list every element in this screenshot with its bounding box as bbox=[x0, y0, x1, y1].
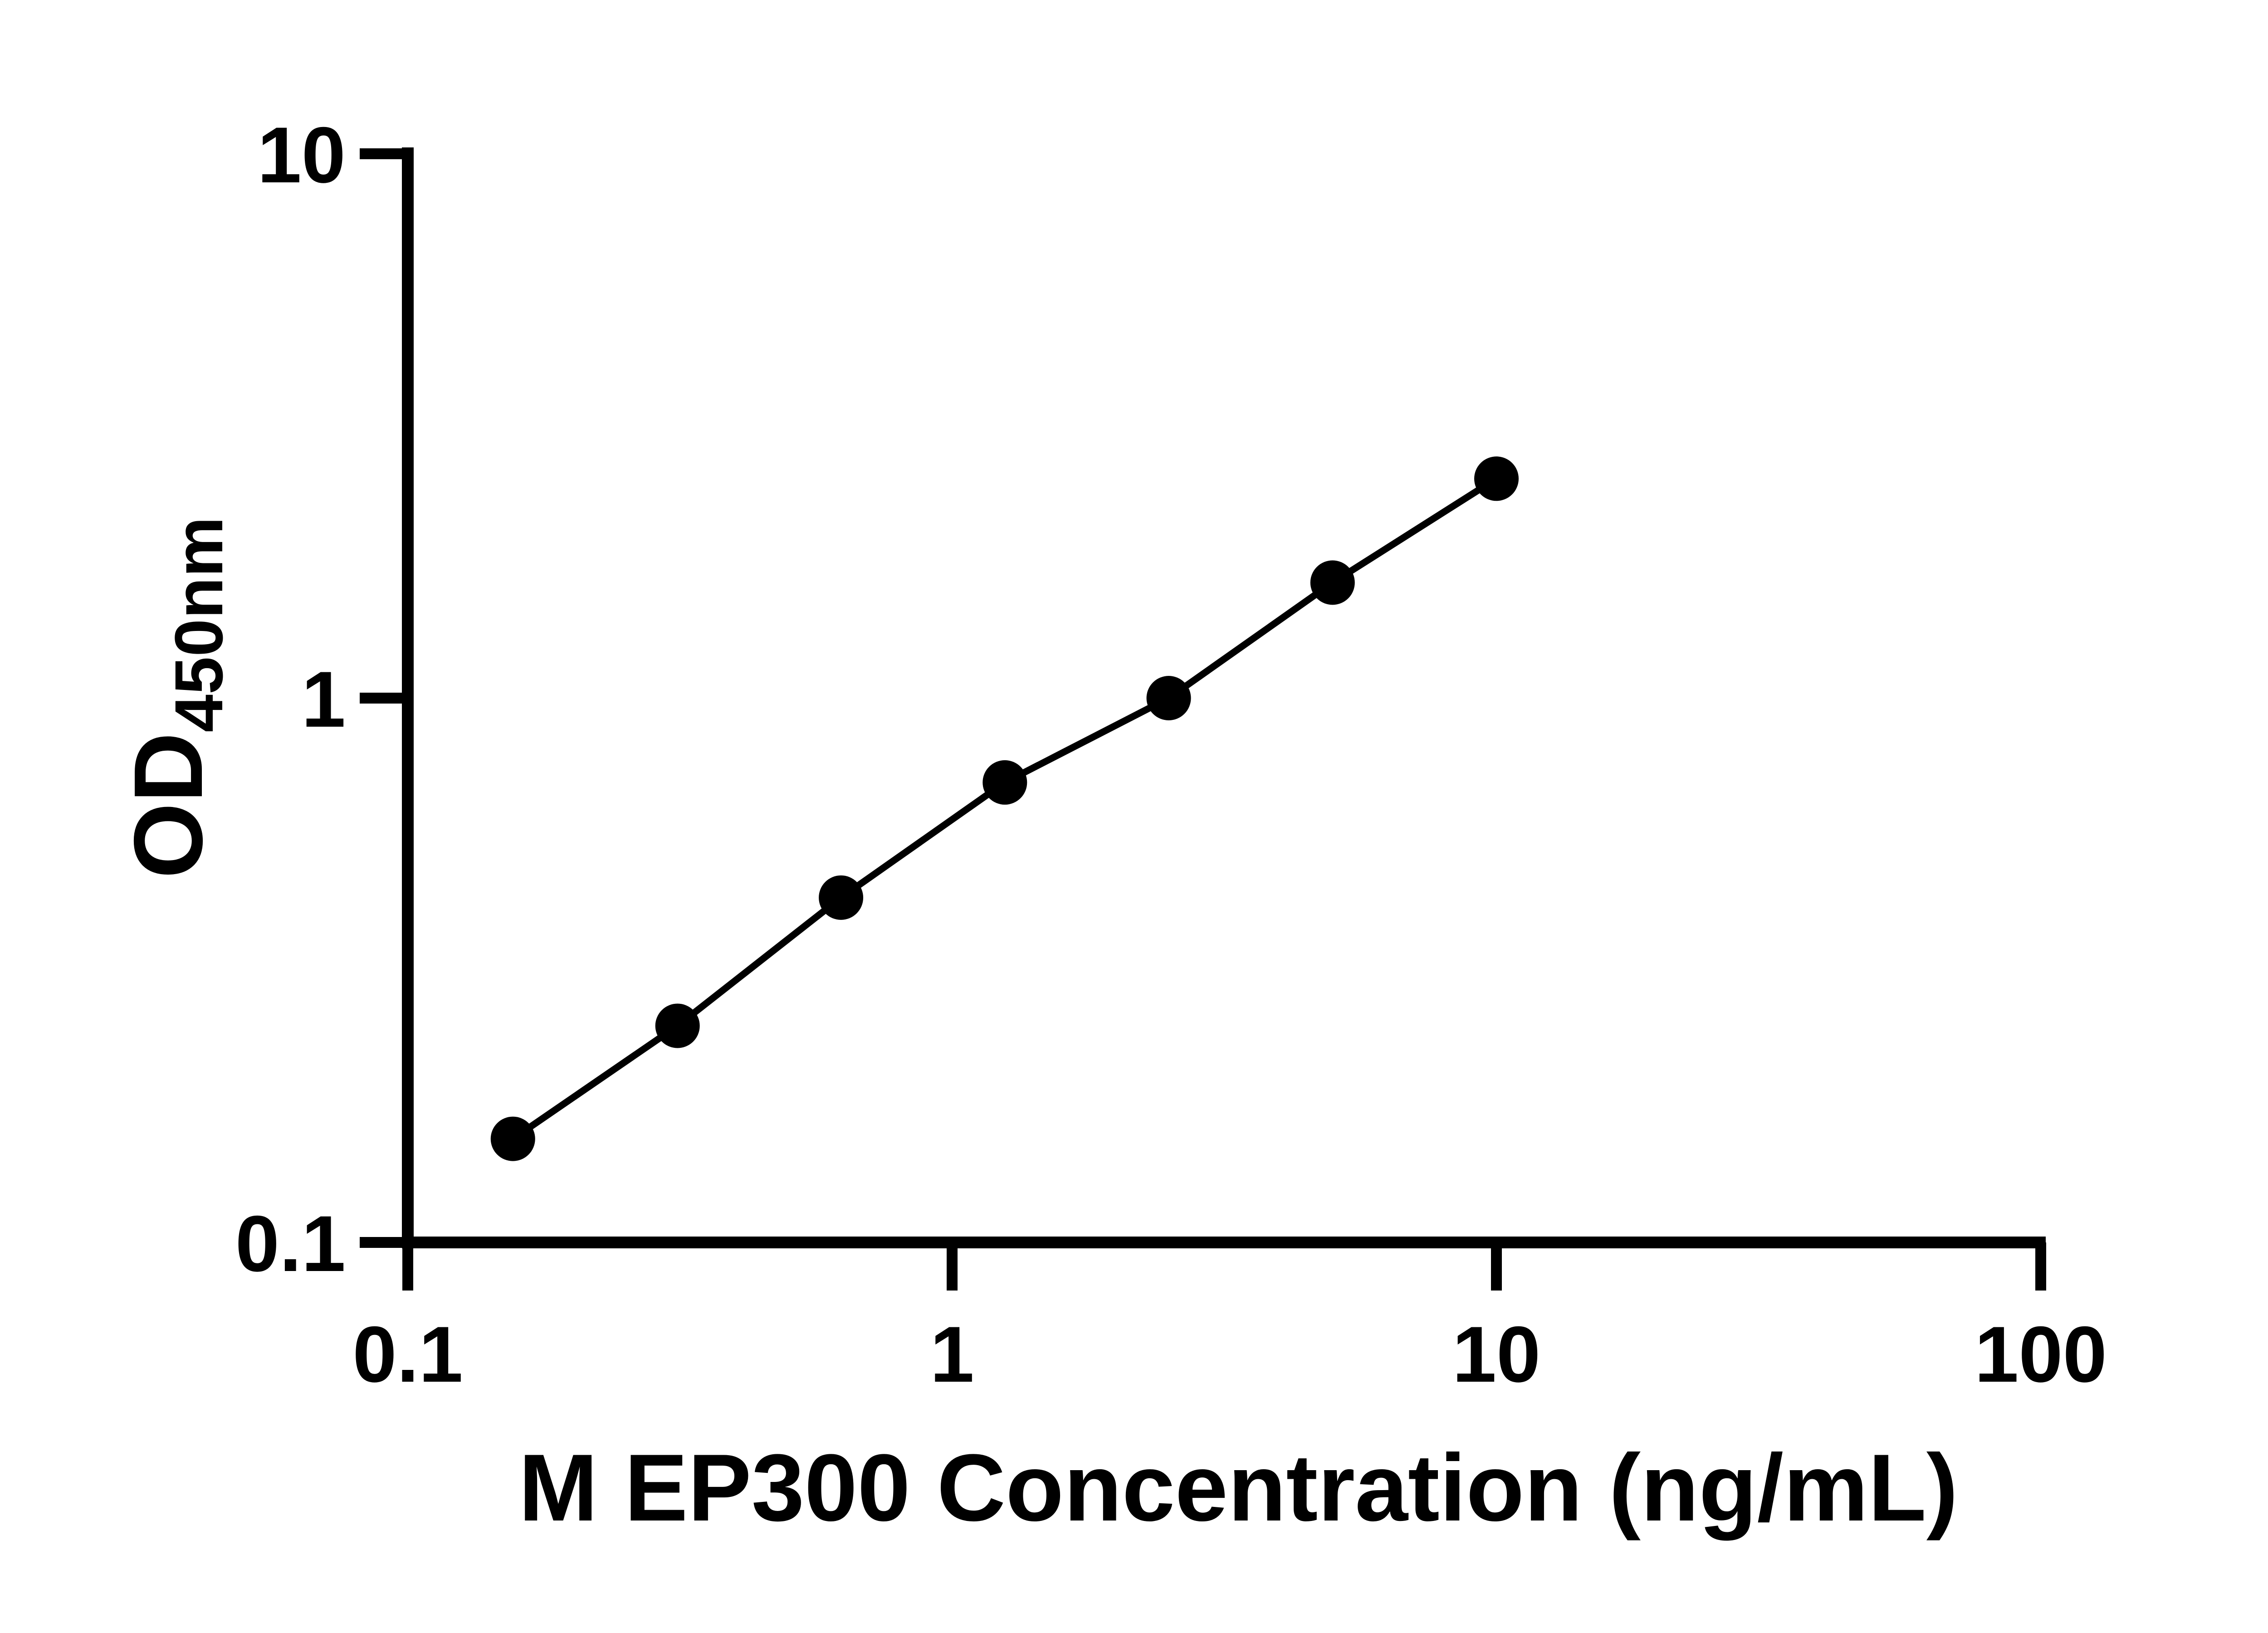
x-tick-label: 0.1 bbox=[352, 1310, 463, 1399]
x-tick-label: 100 bbox=[1975, 1310, 2107, 1399]
y-tick-label: 10 bbox=[257, 111, 346, 200]
data-point bbox=[1474, 456, 1519, 501]
data-point bbox=[819, 875, 864, 920]
x-axis-title: M EP300 Concentration (ng/mL) bbox=[518, 1434, 1958, 1541]
y-tick-label: 1 bbox=[302, 655, 346, 744]
x-tick-label: 10 bbox=[1452, 1310, 1541, 1399]
data-point bbox=[1146, 676, 1191, 720]
y-tick-label: 0.1 bbox=[235, 1200, 346, 1288]
data-point bbox=[490, 1116, 535, 1161]
data-point bbox=[655, 1003, 700, 1048]
data-point bbox=[982, 760, 1027, 805]
y-axis-title: OD450nm bbox=[113, 517, 237, 879]
y-axis-title-sub: 450nm bbox=[161, 517, 237, 732]
y-axis-title-main: OD bbox=[113, 732, 223, 879]
data-point bbox=[1310, 560, 1355, 605]
x-tick-label: 1 bbox=[930, 1310, 974, 1399]
plot-area: 0.1 1 10 100 0.1 1 10 bbox=[235, 111, 2107, 1399]
